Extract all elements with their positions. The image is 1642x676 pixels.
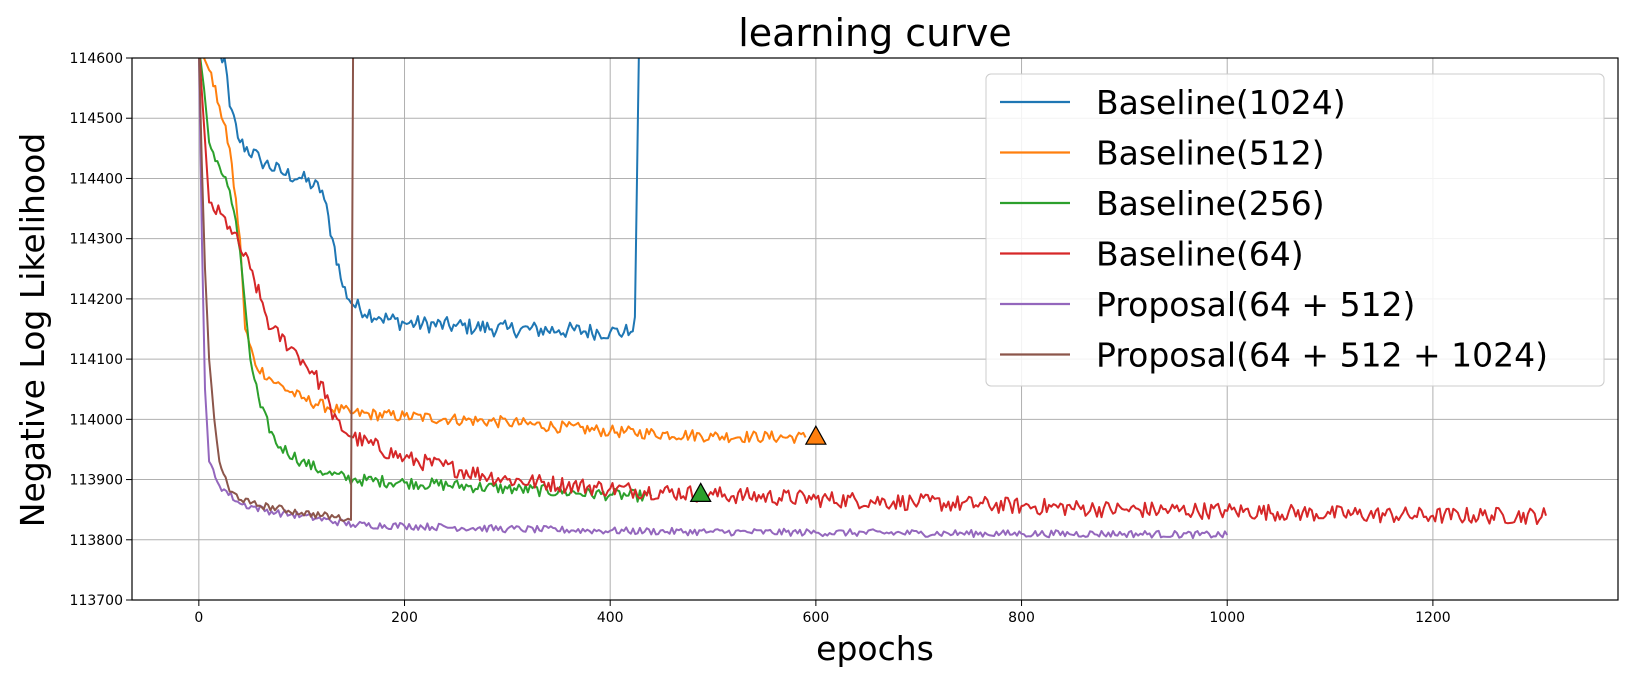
y-tick-label: 113700 (70, 593, 123, 609)
x-tick-label: 600 (803, 610, 830, 626)
series-line-4 (197, 58, 1229, 540)
marker-layer (689, 424, 827, 503)
tick-layer: 0 200 400 600 800 1000 1200 113700 113800 113900 1… (70, 51, 1451, 626)
y-axis-label: Negative Log Likelihood (13, 133, 52, 527)
y-tick-label: 114400 (70, 171, 123, 187)
y-tick-label: 113900 (70, 473, 123, 489)
y-tick-label: 114600 (70, 51, 123, 67)
end-marker-2 (689, 482, 712, 503)
legend-label: Baseline(64) (1096, 235, 1304, 274)
legend-box (985, 73, 1605, 387)
legend-label: Baseline(256) (1096, 184, 1325, 223)
y-tick-label: 114100 (70, 352, 123, 368)
x-tick-label: 200 (391, 610, 418, 626)
y-tick-label: 114000 (70, 412, 123, 428)
x-axis-label: epochs (816, 629, 934, 668)
end-marker-1 (804, 424, 827, 445)
y-tick-label: 114200 (70, 292, 123, 308)
series-line-5 (198, 58, 355, 522)
legend-label: Baseline(1024) (1096, 83, 1346, 122)
legend-label: Proposal(64 + 512 + 1024) (1096, 336, 1548, 375)
y-tick-label: 113800 (70, 533, 123, 549)
y-tick-label: 114300 (70, 232, 123, 248)
series-line-0 (220, 58, 640, 341)
x-tick-label: 0 (194, 610, 203, 626)
chart-title: learning curve (738, 11, 1012, 55)
x-tick-label: 400 (597, 610, 624, 626)
series-layer (197, 58, 1547, 540)
series-line-3 (198, 58, 1547, 525)
legend-label: Proposal(64 + 512) (1096, 285, 1415, 324)
legend: Baseline(1024) Baseline(512) Baseline(256)… (985, 73, 1605, 387)
series-line-2 (199, 58, 653, 503)
y-tick-label: 114500 (70, 111, 123, 127)
series-line-1 (202, 58, 807, 444)
x-tick-label: 1200 (1415, 610, 1451, 626)
legend-label: Baseline(512) (1096, 134, 1325, 173)
x-tick-label: 800 (1008, 610, 1035, 626)
plot-frame (131, 57, 1619, 601)
x-tick-label: 1000 (1209, 610, 1245, 626)
